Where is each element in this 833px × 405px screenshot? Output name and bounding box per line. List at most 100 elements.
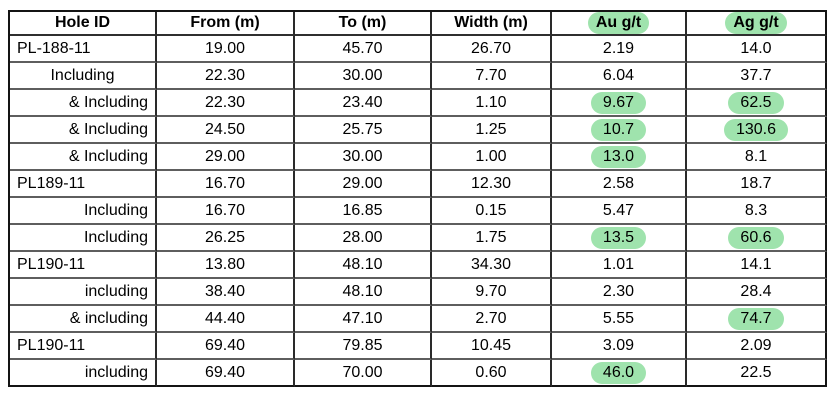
from-cell: 29.00 (157, 144, 295, 171)
column-header-width-m: Width (m) (432, 12, 552, 36)
from-cell: 22.30 (157, 63, 295, 90)
value-highlight-pill: 9.67 (590, 91, 647, 114)
ag-grade-cell: 74.7 (687, 306, 827, 333)
from-cell: 44.40 (157, 306, 295, 333)
from-cell: 22.30 (157, 90, 295, 117)
to-cell: 25.75 (295, 117, 432, 144)
ag-grade-cell: 22.5 (687, 360, 827, 387)
from-cell: 16.70 (157, 171, 295, 198)
hole-id-cell: PL-188-11 (10, 36, 157, 63)
table-row-1: PL-188-11 19.00 45.70 26.70 2.19 14.0 (10, 36, 827, 63)
to-cell: 16.85 (295, 198, 432, 225)
value-highlight-pill: 10.7 (590, 118, 647, 141)
width-cell: 1.00 (432, 144, 552, 171)
from-cell: 69.40 (157, 360, 295, 387)
width-cell: 0.15 (432, 198, 552, 225)
value-highlight-pill: 74.7 (728, 307, 784, 330)
header-highlight-pill: Au g/t (587, 12, 650, 34)
to-cell: 30.00 (295, 144, 432, 171)
table-row-7: Including 16.70 16.85 0.15 5.47 8.3 (10, 198, 827, 225)
hole-id-cell: including (10, 279, 157, 306)
width-cell: 26.70 (432, 36, 552, 63)
width-cell: 0.60 (432, 360, 552, 387)
column-header-ag-g-t: Ag g/t (687, 12, 827, 36)
ag-grade-cell: 14.1 (687, 252, 827, 279)
au-grade-cell: 2.58 (552, 171, 687, 198)
width-cell: 2.70 (432, 306, 552, 333)
hole-id-cell: PL190-11 (10, 252, 157, 279)
hole-id-cell: Including (10, 198, 157, 225)
table-row-3: & Including 22.30 23.40 1.10 9.67 62.5 (10, 90, 827, 117)
width-cell: 1.25 (432, 117, 552, 144)
drill-results-container: Hole ID From (m) To (m) Width (m) Au g/t Ag g… (8, 10, 827, 387)
au-grade-cell: 2.19 (552, 36, 687, 63)
au-grade-cell: 3.09 (552, 333, 687, 360)
width-cell: 34.30 (432, 252, 552, 279)
ag-grade-cell: 37.7 (687, 63, 827, 90)
to-cell: 48.10 (295, 252, 432, 279)
value-highlight-pill: 13.5 (590, 226, 647, 249)
au-grade-cell: 10.7 (552, 117, 687, 144)
value-highlight-pill: 13.0 (590, 145, 647, 168)
width-cell: 10.45 (432, 333, 552, 360)
ag-grade-cell: 28.4 (687, 279, 827, 306)
to-cell: 23.40 (295, 90, 432, 117)
au-grade-cell: 13.5 (552, 225, 687, 252)
hole-id-cell: & Including (10, 144, 157, 171)
value-highlight-pill: 130.6 (723, 118, 789, 141)
to-cell: 28.00 (295, 225, 432, 252)
table-row-4: & Including 24.50 25.75 1.25 10.7 130.6 (10, 117, 827, 144)
ag-grade-cell: 14.0 (687, 36, 827, 63)
au-grade-cell: 2.30 (552, 279, 687, 306)
ag-grade-cell: 60.6 (687, 225, 827, 252)
table-row-9: PL190-11 13.80 48.10 34.30 1.01 14.1 (10, 252, 827, 279)
table-row-6: PL189-11 16.70 29.00 12.30 2.58 18.7 (10, 171, 827, 198)
column-header-to-m: To (m) (295, 12, 432, 36)
ag-grade-cell: 130.6 (687, 117, 827, 144)
table-row-2: Including 22.30 30.00 7.70 6.04 37.7 (10, 63, 827, 90)
hole-id-cell: & Including (10, 117, 157, 144)
hole-id-cell: & Including (10, 90, 157, 117)
from-cell: 13.80 (157, 252, 295, 279)
au-grade-cell: 13.0 (552, 144, 687, 171)
table-row-13: including 69.40 70.00 0.60 46.0 22.5 (10, 360, 827, 387)
to-cell: 29.00 (295, 171, 432, 198)
au-grade-cell: 5.55 (552, 306, 687, 333)
ag-grade-cell: 18.7 (687, 171, 827, 198)
width-cell: 7.70 (432, 63, 552, 90)
ag-grade-cell: 62.5 (687, 90, 827, 117)
from-cell: 19.00 (157, 36, 295, 63)
ag-grade-cell: 8.3 (687, 198, 827, 225)
column-header-hole-id: Hole ID (10, 12, 157, 36)
ag-grade-cell: 8.1 (687, 144, 827, 171)
column-header-from-m: From (m) (157, 12, 295, 36)
hole-id-cell: PL189-11 (10, 171, 157, 198)
to-cell: 70.00 (295, 360, 432, 387)
hole-id-cell: Including (10, 225, 157, 252)
hole-id-cell: including (10, 360, 157, 387)
ag-grade-cell: 2.09 (687, 333, 827, 360)
table-row-11: & including 44.40 47.10 2.70 5.55 74.7 (10, 306, 827, 333)
au-grade-cell: 9.67 (552, 90, 687, 117)
value-highlight-pill: 60.6 (728, 226, 784, 249)
value-highlight-pill: 46.0 (590, 361, 647, 384)
from-cell: 69.40 (157, 333, 295, 360)
table-row-12: PL190-11 69.40 79.85 10.45 3.09 2.09 (10, 333, 827, 360)
width-cell: 9.70 (432, 279, 552, 306)
au-grade-cell: 46.0 (552, 360, 687, 387)
to-cell: 45.70 (295, 36, 432, 63)
width-cell: 1.10 (432, 90, 552, 117)
to-cell: 79.85 (295, 333, 432, 360)
table-row-5: & Including 29.00 30.00 1.00 13.0 8.1 (10, 144, 827, 171)
hole-id-cell: PL190-11 (10, 333, 157, 360)
to-cell: 48.10 (295, 279, 432, 306)
from-cell: 16.70 (157, 198, 295, 225)
header-highlight-pill: Ag g/t (725, 12, 787, 34)
table-row-10: including 38.40 48.10 9.70 2.30 28.4 (10, 279, 827, 306)
table-row-8: Including 26.25 28.00 1.75 13.5 60.6 (10, 225, 827, 252)
hole-id-cell: & including (10, 306, 157, 333)
value-highlight-pill: 62.5 (728, 91, 784, 114)
to-cell: 47.10 (295, 306, 432, 333)
hole-id-cell: Including (10, 63, 157, 90)
from-cell: 26.25 (157, 225, 295, 252)
